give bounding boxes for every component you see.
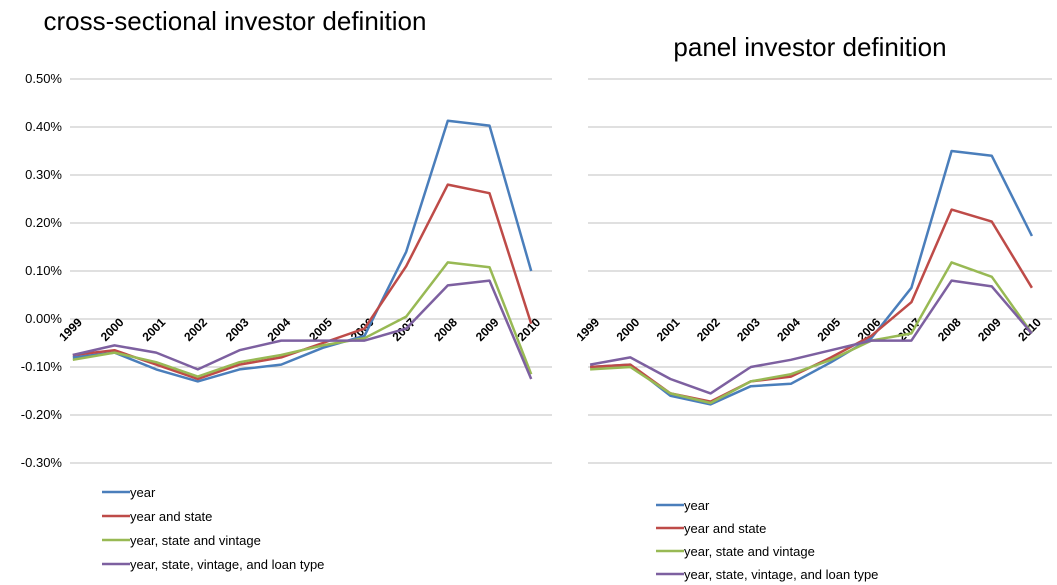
legend-label: year and state <box>130 509 212 524</box>
series-line <box>590 149 1034 406</box>
legend-label: year, state and vintage <box>130 533 261 548</box>
legend-label: year <box>684 498 710 513</box>
chart-title: cross-sectional investor definition <box>43 6 427 36</box>
y-tick-label: 0.50% <box>25 71 62 86</box>
chart-title: panel investor definition <box>673 32 947 62</box>
y-tick-label: 0.00% <box>25 311 62 326</box>
series-line <box>72 279 533 380</box>
legend-label: year, state and vintage <box>684 544 815 559</box>
y-tick-label: 0.20% <box>25 215 62 230</box>
y-tick-label: 0.40% <box>25 119 62 134</box>
y-tick-label: -0.30% <box>21 455 63 470</box>
legend-label: year and state <box>684 521 766 536</box>
series-line <box>72 261 533 378</box>
y-tick-label: 0.30% <box>25 167 62 182</box>
y-tick-label: -0.20% <box>21 407 63 422</box>
series-line <box>590 261 1033 405</box>
series-line <box>589 279 1033 395</box>
y-tick-label: 0.10% <box>25 263 62 278</box>
series-line <box>72 119 533 383</box>
legend-label: year <box>130 485 156 500</box>
y-tick-label: -0.10% <box>21 359 63 374</box>
legend-label: year, state, vintage, and loan type <box>684 567 878 582</box>
legend-label: year, state, vintage, and loan type <box>130 557 324 572</box>
